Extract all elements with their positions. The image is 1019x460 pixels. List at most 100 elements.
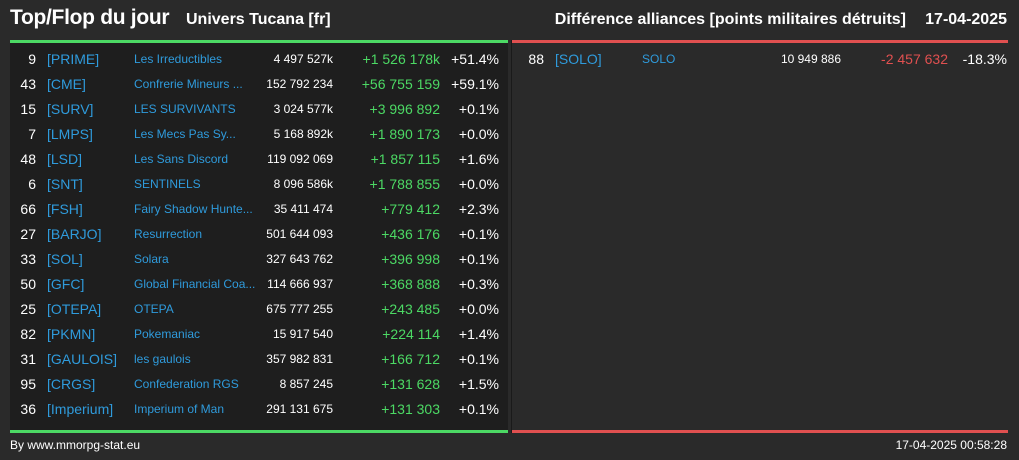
- alliance-name-link[interactable]: SOLO: [642, 52, 676, 66]
- percent-value: -18.3%: [962, 51, 1007, 67]
- alliance-tag-link[interactable]: [GFC]: [47, 276, 85, 292]
- delta-value: +1 890 173: [369, 126, 440, 142]
- rank-value: 31: [20, 351, 36, 367]
- points-value: 15 917 540: [272, 327, 333, 341]
- top-row: 15 [SURV] LES SURVIVANTS 3 024 577k +3 996 8…: [10, 97, 508, 122]
- points-value: 675 777 255: [266, 302, 333, 316]
- top-row: 48 [LSD] Les Sans Discord 119 092 069 +1 857…: [10, 147, 508, 172]
- rank-value: 33: [20, 251, 36, 267]
- delta-value: +243 485: [381, 301, 440, 317]
- alliance-name-link[interactable]: Les Irreductibles: [134, 52, 223, 66]
- rank-value: 9: [28, 51, 36, 67]
- alliance-name-link[interactable]: OTEPA: [134, 302, 174, 316]
- header-date: 17-04-2025: [925, 11, 1007, 28]
- percent-value: +0.0%: [458, 176, 499, 192]
- alliance-tag-link[interactable]: [SNT]: [47, 176, 83, 192]
- delta-value: +779 412: [381, 201, 440, 217]
- rank-value: 66: [20, 201, 36, 217]
- alliance-name-link[interactable]: Solara: [134, 252, 169, 266]
- alliance-name-link[interactable]: Fairy Shadow Hunte...: [134, 202, 253, 216]
- alliance-tag-link[interactable]: [SOL]: [47, 251, 83, 267]
- alliance-name-link[interactable]: Confederation RGS: [134, 377, 239, 391]
- rank-value: 25: [20, 301, 36, 317]
- alliance-tag-link[interactable]: [SURV]: [47, 101, 94, 117]
- rank-value: 6: [28, 176, 36, 192]
- rank-value: 27: [20, 226, 36, 242]
- percent-value: +51.4%: [451, 51, 499, 67]
- alliance-name-link[interactable]: Les Mecs Pas Sy...: [134, 127, 236, 141]
- top-row: 31 [GAULOIS] les gaulois 357 982 831 +166 71…: [10, 347, 508, 372]
- percent-value: +1.5%: [458, 376, 499, 392]
- rank-value: 48: [20, 151, 36, 167]
- points-value: 152 792 234: [266, 77, 333, 91]
- delta-value: +1 857 115: [370, 151, 440, 167]
- delta-value: +1 526 178k: [362, 51, 440, 67]
- percent-value: +2.3%: [458, 201, 499, 217]
- alliance-name-link[interactable]: Global Financial Coa...: [134, 277, 256, 291]
- points-value: 119 092 069: [267, 152, 333, 166]
- rank-value: 15: [20, 101, 36, 117]
- delta-value: +131 628: [381, 376, 440, 392]
- percent-value: +0.1%: [458, 251, 499, 267]
- points-value: 3 024 577k: [273, 102, 333, 116]
- rank-value: 36: [20, 401, 36, 417]
- alliance-tag-link[interactable]: [LMPS]: [47, 126, 93, 142]
- percent-value: +0.1%: [458, 401, 499, 417]
- delta-value: +368 888: [381, 276, 440, 292]
- alliance-tag-link[interactable]: [BARJO]: [47, 226, 102, 242]
- alliance-name-link[interactable]: Confrerie Mineurs ...: [134, 77, 243, 91]
- alliance-name-link[interactable]: Pokemaniac: [134, 327, 201, 341]
- top-row: 7 [LMPS] Les Mecs Pas Sy... 5 168 892k +1 89…: [10, 122, 508, 147]
- flop-panel-bottom-border: [512, 430, 1008, 433]
- percent-value: +0.0%: [458, 301, 499, 317]
- percent-value: +0.0%: [458, 126, 499, 142]
- footer-credit: By www.mmorpg-stat.eu: [10, 438, 141, 452]
- top-row: 95 [CRGS] Confederation RGS 8 857 245 +131 6…: [10, 372, 508, 397]
- rank-value: 88: [528, 51, 544, 67]
- alliance-tag-link[interactable]: [Imperium]: [47, 401, 114, 417]
- alliance-name-link[interactable]: LES SURVIVANTS: [134, 102, 236, 116]
- rank-value: 7: [28, 126, 36, 142]
- delta-value: +1 788 855: [369, 176, 440, 192]
- top-row: 27 [BARJO] Resurrection 501 644 093 +436 176…: [10, 222, 508, 247]
- alliance-tag-link[interactable]: [FSH]: [47, 201, 83, 217]
- alliance-name-link[interactable]: SENTINELS: [134, 177, 201, 191]
- percent-value: +1.6%: [458, 151, 499, 167]
- alliance-name-link[interactable]: Resurrection: [134, 227, 203, 241]
- alliance-tag-link[interactable]: [CME]: [47, 76, 86, 92]
- top-panel-bottom-border: [10, 430, 508, 433]
- page-title: Top/Flop du jour: [10, 6, 170, 29]
- top-row: 43 [CME] Confrerie Mineurs ... 152 792 234 +…: [10, 72, 508, 97]
- alliance-tag-link[interactable]: [PKMN]: [47, 326, 96, 342]
- top-row: 9 [PRIME] Les Irreductibles 4 497 527k +1 52…: [10, 47, 508, 72]
- percent-value: +0.3%: [458, 276, 499, 292]
- alliance-tag-link[interactable]: [OTEPA]: [47, 301, 102, 317]
- points-value: 8 096 586k: [273, 177, 333, 191]
- alliance-tag-link[interactable]: [CRGS]: [47, 376, 96, 392]
- delta-value: +131 303: [381, 401, 440, 417]
- percent-value: +1.4%: [458, 326, 499, 342]
- alliance-tag-link[interactable]: [PRIME]: [47, 51, 100, 67]
- alliance-name-link[interactable]: Les Sans Discord: [134, 152, 229, 166]
- points-value: 5 168 892k: [273, 127, 333, 141]
- top-row: 25 [OTEPA] OTEPA 675 777 255 +243 485 +0.0%: [10, 297, 508, 322]
- rank-value: 43: [20, 76, 36, 92]
- alliance-tag-link[interactable]: [GAULOIS]: [47, 351, 118, 367]
- points-value: 357 982 831: [266, 352, 333, 366]
- delta-value: +3 996 892: [369, 101, 440, 117]
- alliance-tag-link[interactable]: [SOLO]: [555, 51, 602, 67]
- percent-value: +59.1%: [451, 76, 499, 92]
- percent-value: +0.1%: [458, 226, 499, 242]
- alliance-name-link[interactable]: les gaulois: [134, 352, 191, 366]
- alliance-name-link[interactable]: Imperium of Man: [134, 402, 225, 416]
- rank-value: 50: [20, 276, 36, 292]
- delta-value: +224 114: [382, 326, 440, 342]
- top-panel-top-border: [10, 40, 508, 43]
- points-value: 35 411 474: [273, 202, 333, 216]
- universe-label: Univers Tucana [fr]: [186, 11, 331, 28]
- flop-panel: [511, 40, 1009, 433]
- top-row: 33 [SOL] Solara 327 643 762 +396 998 +0.1%: [10, 247, 508, 272]
- alliance-tag-link[interactable]: [LSD]: [47, 151, 83, 167]
- flop-row: 88 [SOLO] SOLO 10 949 886 -2 457 632 -18.3%: [518, 47, 1016, 72]
- top-row: 82 [PKMN] Pokemaniac 15 917 540 +224 114 +1.4…: [10, 322, 508, 347]
